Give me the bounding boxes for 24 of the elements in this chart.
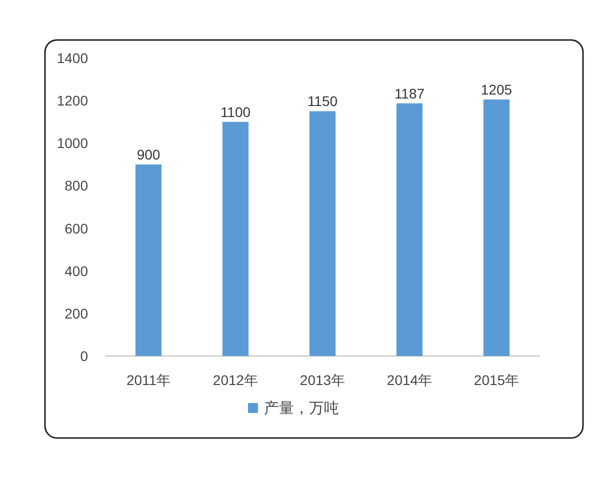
x-tick-label: 2011年	[126, 372, 171, 388]
y-tick-label: 1000	[56, 135, 88, 152]
data-label: 1205	[480, 82, 512, 98]
legend-label: 产量，万吨	[264, 400, 339, 417]
data-label: 900	[136, 146, 160, 162]
bar	[396, 103, 423, 356]
x-tick-label: 2015年	[474, 372, 520, 388]
y-tick-label: 0	[80, 348, 88, 364]
bar	[135, 164, 162, 356]
bar	[309, 111, 336, 356]
data-label: 1100	[220, 104, 251, 120]
data-label: 1150	[307, 93, 338, 110]
y-tick-label: 600	[64, 220, 88, 236]
bar	[222, 122, 249, 356]
y-tick-label: 200	[64, 305, 88, 322]
bar	[483, 100, 510, 356]
data-label: 1187	[394, 85, 425, 102]
x-tick-label: 2012年	[212, 372, 258, 388]
x-tick-label: 2014年	[386, 372, 432, 388]
y-tick-label: 400	[64, 262, 88, 279]
x-tick-label: 2013年	[300, 372, 346, 388]
y-tick-label: 800	[64, 178, 88, 194]
y-tick-label: 1400	[56, 50, 88, 66]
y-tick-label: 1200	[56, 92, 88, 109]
